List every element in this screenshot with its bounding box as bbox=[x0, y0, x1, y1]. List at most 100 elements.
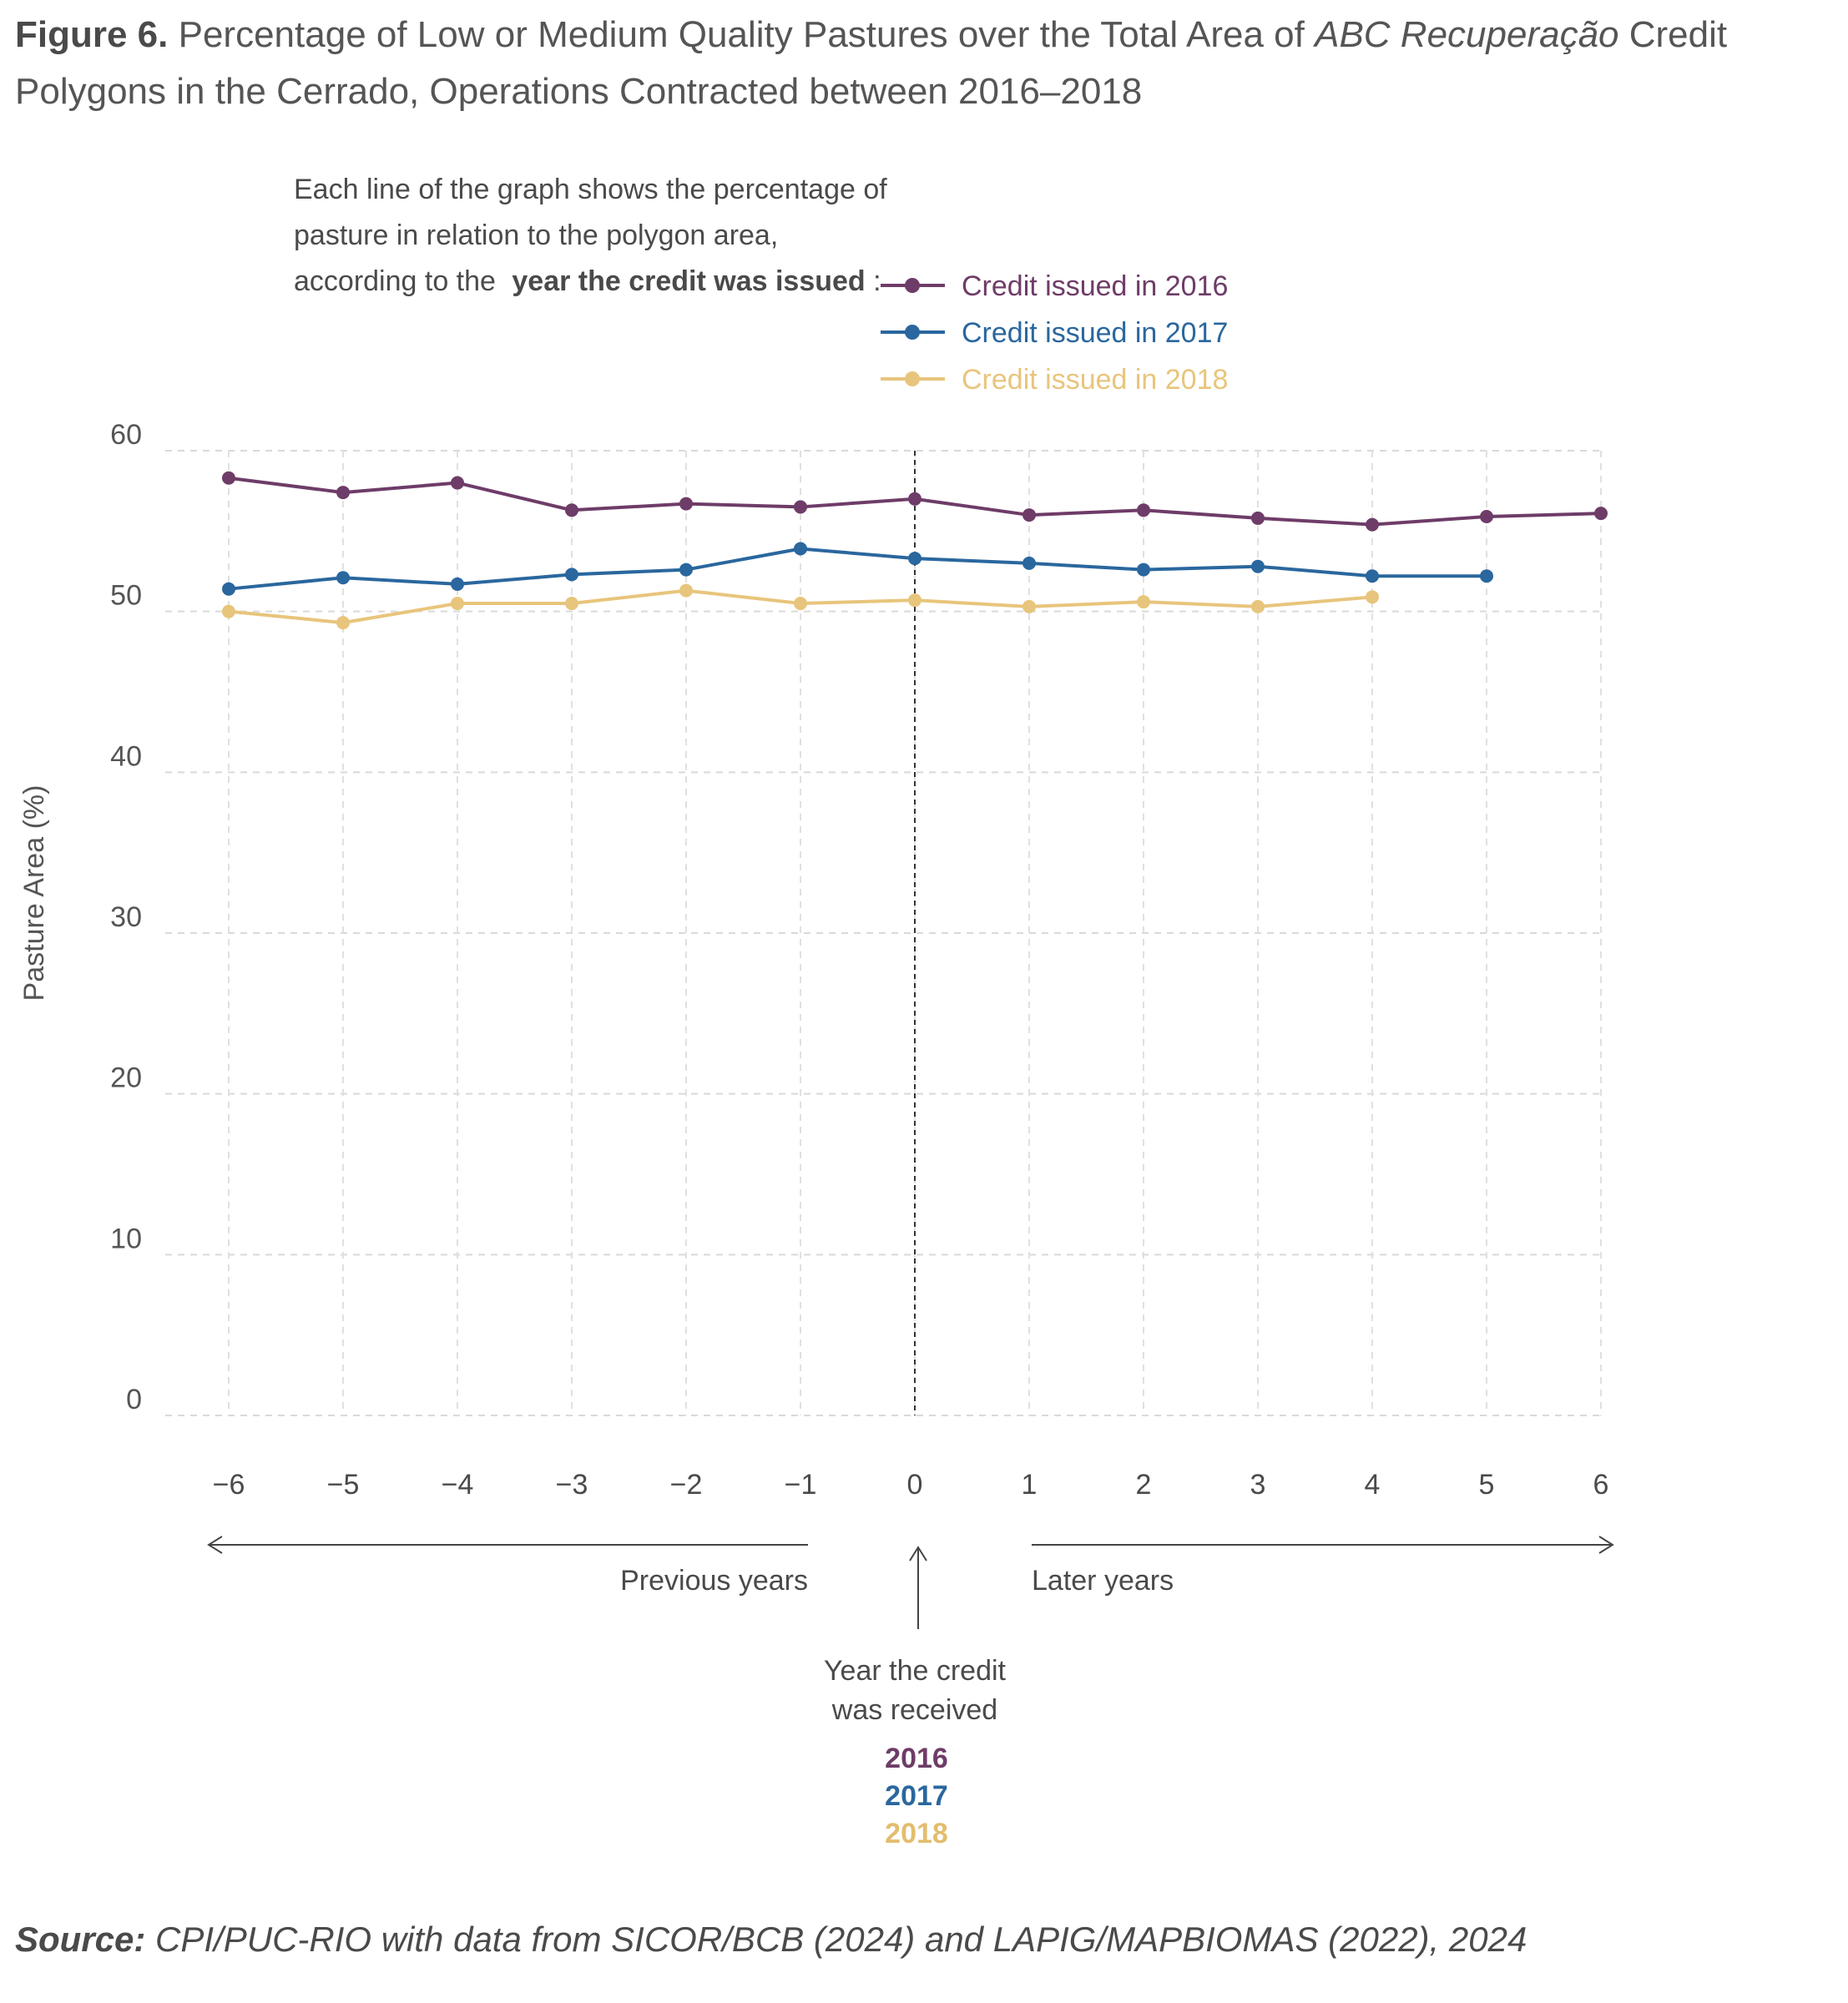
legend-intro-line3: according to the year the credit was iss… bbox=[294, 265, 881, 297]
legend: Credit issued in 2016 Credit issued in 20… bbox=[881, 270, 1228, 396]
figure-title-italic: ABC Recuperação bbox=[1315, 14, 1619, 55]
data-point bbox=[451, 597, 464, 611]
x-tick-label: 5 bbox=[1479, 1469, 1495, 1501]
chart-grid bbox=[165, 450, 1602, 1416]
data-point bbox=[336, 571, 350, 585]
y-tick-label: 10 bbox=[110, 1223, 142, 1254]
x-tick-labels: −6 −5 −4 −3 −2 −1 0 1 2 3 4 5 6 bbox=[213, 1469, 1609, 1501]
source-text: CPI/PUC-RIO with data from SICOR/BCB (20… bbox=[155, 1920, 1527, 1959]
x-tick-label: −4 bbox=[442, 1469, 474, 1501]
data-point bbox=[1137, 595, 1150, 609]
data-point bbox=[1137, 503, 1150, 517]
data-point bbox=[1251, 559, 1265, 573]
data-point bbox=[222, 471, 235, 485]
data-point bbox=[1480, 569, 1493, 583]
data-point bbox=[794, 542, 807, 556]
data-point bbox=[1366, 517, 1379, 532]
y-axis-label: Pasture Area (%) bbox=[18, 785, 50, 1002]
x-tick-label: 2 bbox=[1136, 1469, 1152, 1501]
x-tick-label: −2 bbox=[670, 1469, 703, 1501]
legend-marker bbox=[905, 278, 920, 293]
legend-label: Credit issued in 2016 bbox=[962, 270, 1228, 302]
legend-intro-line3-bold: year the credit was issued bbox=[512, 265, 865, 297]
legend-marker bbox=[905, 371, 920, 386]
series-line bbox=[228, 547, 1487, 591]
data-point bbox=[451, 476, 464, 490]
data-point bbox=[1366, 569, 1379, 583]
series-1 bbox=[222, 471, 1608, 532]
data-point bbox=[1251, 511, 1265, 525]
data-point bbox=[336, 486, 350, 500]
figure-title: Figure 6. Percentage of Low or Medium Qu… bbox=[15, 7, 1810, 120]
data-point bbox=[1480, 509, 1493, 523]
figure-label: Figure 6. bbox=[15, 14, 169, 55]
data-point bbox=[794, 597, 807, 611]
data-point bbox=[908, 552, 921, 566]
y-tick-label: 50 bbox=[110, 580, 142, 612]
legend-item: Credit issued in 2017 bbox=[881, 317, 1228, 349]
credit-year-2016: 2016 bbox=[885, 1743, 948, 1774]
previous-years-arrowhead bbox=[207, 1536, 223, 1554]
y-tick-label: 30 bbox=[110, 901, 142, 933]
data-point bbox=[1594, 507, 1608, 521]
data-point bbox=[908, 492, 921, 506]
previous-years-label: Previous years bbox=[620, 1565, 808, 1597]
line-chart: 0 10 20 30 40 50 60 −6 −5 −4 −3 −2 −1 0 1 2 3 4 5 6 Pastur… bbox=[18, 174, 1614, 1849]
legend-intro-line1: Each line of the graph shows the percent… bbox=[294, 174, 887, 205]
data-point bbox=[679, 497, 693, 511]
data-point bbox=[679, 583, 693, 598]
x-tick-label: 6 bbox=[1593, 1469, 1609, 1501]
data-point bbox=[565, 503, 578, 517]
x-tick-label: −3 bbox=[556, 1469, 588, 1501]
credit-year-label-line2: was received bbox=[831, 1694, 997, 1726]
legend-label: Credit issued in 2017 bbox=[962, 317, 1228, 349]
credit-year-arrowhead bbox=[909, 1546, 927, 1562]
chart-series bbox=[222, 471, 1608, 630]
legend-item: Credit issued in 2016 bbox=[881, 270, 1228, 302]
legend-label: Credit issued in 2018 bbox=[962, 364, 1228, 396]
legend-intro-line2: pasture in relation to the polygon area, bbox=[294, 219, 778, 251]
credit-year-label-line1: Year the credit bbox=[824, 1655, 1007, 1687]
legend-intro-line3-a: according to the bbox=[294, 265, 496, 297]
data-point bbox=[451, 577, 464, 591]
data-point bbox=[565, 568, 578, 582]
data-point bbox=[1022, 556, 1036, 570]
source-label: Source: bbox=[15, 1920, 146, 1959]
data-point bbox=[908, 593, 921, 608]
x-tick-label: 3 bbox=[1250, 1469, 1266, 1501]
series-3 bbox=[222, 583, 1379, 630]
x-tick-label: 1 bbox=[1022, 1469, 1038, 1501]
data-point bbox=[1022, 508, 1036, 522]
x-tick-label: 0 bbox=[907, 1469, 923, 1501]
figure-title-part-a: Percentage of Low or Medium Quality Past… bbox=[178, 14, 1305, 55]
x-tick-label: −6 bbox=[213, 1469, 245, 1501]
y-tick-label: 60 bbox=[110, 419, 142, 451]
data-point bbox=[565, 597, 578, 611]
data-point bbox=[1366, 590, 1379, 604]
later-years-arrowhead bbox=[1598, 1536, 1614, 1554]
data-point bbox=[1022, 599, 1036, 613]
data-point bbox=[1137, 563, 1150, 577]
data-point bbox=[222, 582, 235, 596]
y-tick-label: 0 bbox=[126, 1384, 142, 1415]
x-tick-label: 4 bbox=[1365, 1469, 1381, 1501]
y-tick-label: 40 bbox=[110, 740, 142, 772]
credit-year-2017: 2017 bbox=[885, 1780, 948, 1812]
data-point bbox=[1251, 599, 1265, 613]
credit-year-2018: 2018 bbox=[885, 1818, 948, 1849]
legend-item: Credit issued in 2018 bbox=[881, 364, 1228, 396]
later-years-label: Later years bbox=[1032, 1565, 1174, 1597]
series-2 bbox=[222, 542, 1493, 596]
data-point bbox=[679, 563, 693, 577]
legend-intro-line3-b: : bbox=[873, 265, 881, 297]
x-tick-label: −5 bbox=[327, 1469, 360, 1501]
data-point bbox=[336, 616, 350, 630]
legend-intro: Each line of the graph shows the percent… bbox=[294, 174, 887, 297]
source-note: Source: CPI/PUC-RIO with data from SICOR… bbox=[15, 1920, 1527, 1960]
legend-marker bbox=[905, 325, 920, 340]
data-point bbox=[222, 604, 235, 618]
direction-annotations bbox=[207, 1536, 1614, 1629]
y-tick-labels: 0 10 20 30 40 50 60 bbox=[110, 419, 142, 1415]
data-point bbox=[794, 500, 807, 514]
y-tick-label: 20 bbox=[110, 1062, 142, 1094]
